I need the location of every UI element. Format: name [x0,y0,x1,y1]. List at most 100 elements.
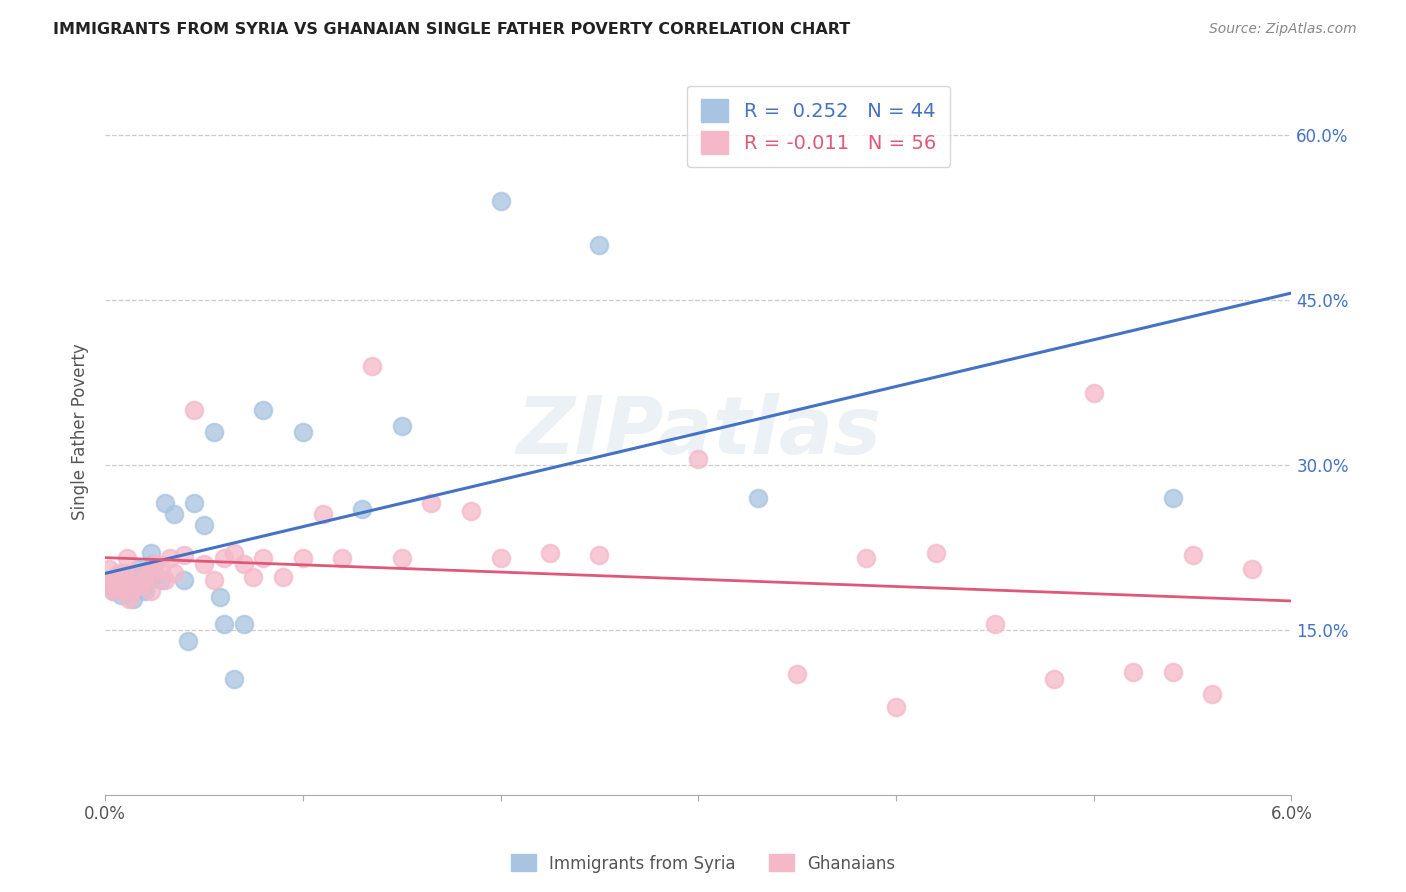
Point [361,359,384,373]
Point [114,566,136,580]
Point [98,562,121,576]
Point [128,566,150,580]
Point [153,574,176,588]
Point [128,562,150,576]
Text: ZIPatlas: ZIPatlas [516,392,880,471]
Point [193,518,215,533]
Point [143,557,166,571]
Point [208,590,231,604]
Point [460,504,482,518]
Point [138,574,160,588]
Point [120,584,142,599]
Point [352,501,374,516]
Point [1161,665,1184,679]
Point [271,570,294,584]
Text: IMMIGRANTS FROM SYRIA VS GHANAIAN SINGLE FATHER POVERTY CORRELATION CHART: IMMIGRANTS FROM SYRIA VS GHANAIAN SINGLE… [53,22,851,37]
Point [420,496,443,510]
Point [786,667,808,681]
Point [1043,673,1066,687]
Point [104,574,127,588]
Point [124,574,146,588]
Point [1083,386,1105,401]
Legend: Immigrants from Syria, Ghanaians: Immigrants from Syria, Ghanaians [503,847,903,880]
Point [111,574,134,588]
Point [1161,491,1184,505]
Point [183,496,205,510]
Point [332,551,354,566]
Point [100,579,122,593]
Point [177,634,200,648]
Point [202,574,225,588]
Point [149,562,172,576]
Point [538,546,561,560]
Point [135,568,157,582]
Point [193,557,215,571]
Point [1201,687,1223,701]
Point [747,491,769,505]
Point [110,588,132,602]
Text: Source: ZipAtlas.com: Source: ZipAtlas.com [1209,22,1357,37]
Point [291,551,314,566]
Point [291,425,314,439]
Point [129,579,152,593]
Point [222,673,245,687]
Point [142,557,165,571]
Point [391,419,413,434]
Point [138,566,160,580]
Legend: R =  0.252   N = 44, R = -0.011   N = 56: R = 0.252 N = 44, R = -0.011 N = 56 [688,86,949,168]
Point [124,579,146,593]
Point [884,700,907,714]
Point [139,546,162,560]
Point [101,584,124,599]
Point [122,592,145,607]
Point [252,402,274,417]
Point [173,548,195,562]
Point [108,566,131,580]
Point [232,557,254,571]
Point [115,551,138,566]
Point [173,574,195,588]
Point [312,508,335,522]
Point [489,551,512,566]
Point [232,617,254,632]
Point [134,574,156,588]
Point [115,576,138,591]
Point [125,568,148,582]
Point [120,584,142,599]
Point [98,574,121,588]
Point [110,574,132,588]
Point [855,551,877,566]
Point [105,581,128,595]
Point [114,581,136,595]
Point [163,566,186,580]
Point [108,568,131,582]
Point [143,568,166,582]
Point [391,551,413,566]
Point [1181,548,1204,562]
Point [202,425,225,439]
Point [139,584,162,599]
Point [252,551,274,566]
Point [1122,665,1144,679]
Point [104,576,127,591]
Point [111,581,134,595]
Point [588,237,610,252]
Point [222,546,245,560]
Point [984,617,1007,632]
Point [924,546,946,560]
Point [163,508,186,522]
Point [132,581,155,595]
Point [118,592,141,607]
Y-axis label: Single Father Poverty: Single Father Poverty [72,343,89,520]
Point [489,194,512,208]
Point [1240,562,1263,576]
Point [105,581,128,595]
Point [159,551,181,566]
Point [118,572,141,586]
Point [588,548,610,562]
Point [688,452,710,467]
Point [212,617,235,632]
Point [129,574,152,588]
Point [134,584,156,599]
Point [101,584,124,599]
